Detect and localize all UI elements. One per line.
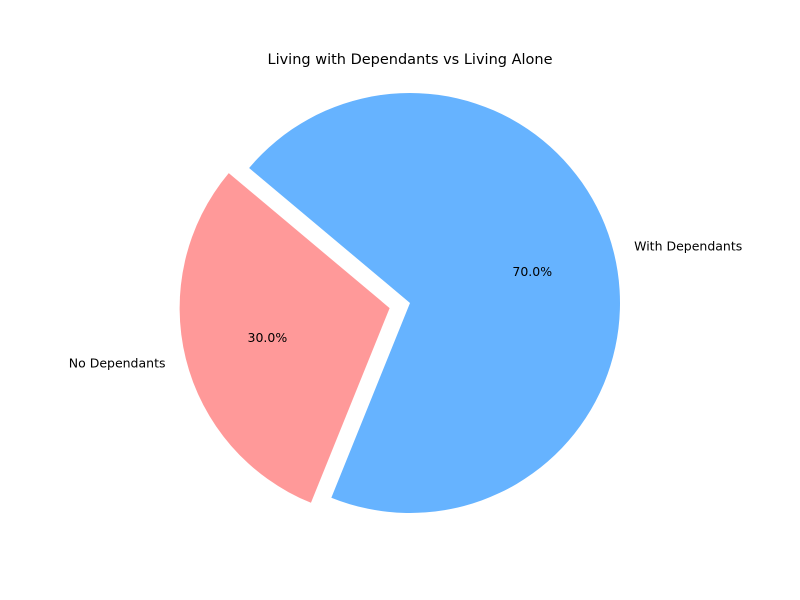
pie-slice-with-dependants	[249, 93, 620, 514]
pie-slice-no-dependants	[179, 173, 390, 503]
slice-percent-label: 70.0%	[512, 264, 552, 279]
slice-percent-label: 30.0%	[248, 330, 288, 345]
slice-label: With Dependants	[634, 239, 742, 254]
pie-labels: No Dependants 30.0% With Dependants 70.0%	[69, 239, 743, 371]
chart-title: Living with Dependants vs Living Alone	[267, 52, 552, 68]
slice-label: No Dependants	[69, 355, 166, 370]
pie-slices	[179, 93, 620, 514]
